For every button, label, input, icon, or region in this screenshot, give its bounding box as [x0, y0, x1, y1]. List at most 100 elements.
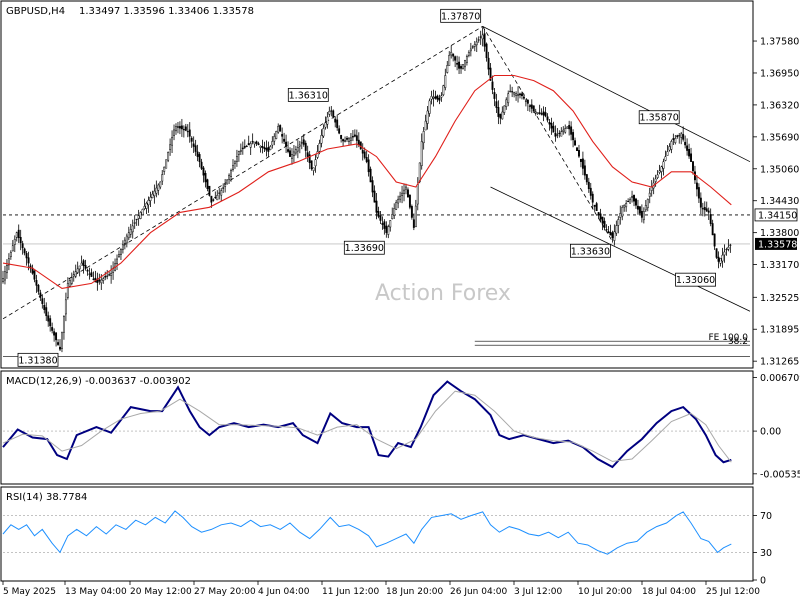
candle-body [619, 213, 622, 218]
candle-body [442, 85, 445, 96]
candle-body [243, 146, 246, 148]
candle-body [292, 151, 295, 157]
candle-body [281, 134, 284, 137]
candle-body [263, 147, 266, 150]
candle-body [349, 137, 352, 141]
candle-body [21, 243, 24, 249]
pivot-label-box [638, 110, 680, 125]
candle-body [320, 135, 323, 144]
candle-body [399, 195, 402, 200]
candle-body [62, 316, 65, 333]
candle-body [149, 196, 152, 201]
candle-body [721, 254, 724, 262]
price-axis-label: 1.33800 [760, 228, 799, 239]
candle-body [668, 146, 671, 151]
candle-body [503, 105, 506, 113]
candle-body [709, 214, 712, 224]
candle-body [88, 273, 91, 275]
candle-body [92, 278, 95, 280]
candle-body [581, 158, 584, 169]
candle-body [481, 34, 484, 40]
candle-body [499, 113, 502, 119]
candle-body [719, 258, 722, 264]
candle-body [597, 212, 600, 216]
time-axis-label: 27 May 20:00 [194, 587, 256, 597]
candle-body [434, 96, 437, 99]
candle-body [558, 132, 561, 134]
candle-body [697, 187, 700, 199]
candle-body [471, 46, 474, 48]
candle-body [180, 125, 183, 130]
candle-body [310, 160, 313, 170]
candle-body [100, 279, 103, 284]
candle-body [39, 292, 42, 298]
price-axis-label: 1.31265 [760, 357, 799, 368]
candle-body [9, 251, 12, 258]
candle-body [566, 126, 569, 129]
candle-body [552, 125, 555, 133]
candle-body [560, 131, 563, 137]
candle-body [703, 207, 706, 211]
ohlc-values: 1.33497 1.33596 1.33406 1.33578 [79, 6, 254, 17]
candle-body [385, 225, 388, 233]
time-axis-label: 3 Jul 12:00 [514, 587, 563, 597]
candle-body [458, 61, 461, 69]
candle-body [479, 36, 482, 38]
candle-body [554, 132, 557, 137]
macd-layer [2, 380, 750, 469]
candle-body [475, 41, 478, 46]
candle-body [705, 208, 708, 212]
candle-body [55, 332, 58, 341]
time-axis-label: 25 Jul 12:00 [706, 587, 760, 597]
macd-axis-label: 0.006709 [760, 373, 800, 384]
candle-body [218, 192, 221, 194]
candle-body [473, 44, 476, 47]
candle-body [644, 205, 647, 211]
candle-body [361, 149, 364, 154]
candle-body [393, 208, 396, 216]
candle-body [723, 251, 726, 256]
candle-body [595, 203, 598, 211]
candle-body [583, 165, 586, 176]
candle-body [177, 126, 179, 128]
candle-body [587, 181, 590, 189]
candle-body [444, 75, 447, 88]
candle-body [572, 132, 575, 141]
candle-body [414, 205, 417, 228]
candle-body [127, 232, 130, 239]
candle-body [285, 141, 288, 147]
candle-body [59, 346, 61, 350]
candle-body [35, 279, 38, 286]
candle-body [202, 167, 205, 176]
candle-body [98, 279, 101, 282]
candle-body [574, 140, 576, 146]
time-axis-label: 18 Jul 04:00 [642, 587, 696, 597]
pivot-label: 1.33690 [345, 243, 384, 254]
candle-body [104, 276, 107, 278]
candle-body [635, 198, 637, 206]
candle-body [137, 215, 140, 219]
candle-body [212, 199, 215, 201]
candle-body [715, 248, 718, 258]
pivot-label: 1.37870 [441, 11, 480, 22]
candle-body [5, 264, 8, 274]
candle-body [688, 149, 691, 157]
candle-body [340, 135, 343, 139]
candle-body [175, 126, 177, 132]
candle-body [438, 97, 441, 101]
candle-body [257, 143, 260, 146]
candle-body [727, 246, 730, 250]
candle-body [11, 245, 14, 252]
price-pane-frame [0, 0, 754, 369]
price-layer: FE 100.038.2 1.31380 1.36310 1.33690 1.37870… [2, 8, 751, 367]
candle-body [450, 51, 453, 56]
candle-body [513, 92, 516, 95]
candle-body [269, 146, 272, 150]
candle-body [234, 160, 236, 164]
pivot-label-box [569, 243, 611, 258]
candle-body [407, 189, 409, 198]
candle-body [418, 162, 421, 182]
candle-body [420, 141, 423, 167]
candle-body [613, 231, 616, 241]
